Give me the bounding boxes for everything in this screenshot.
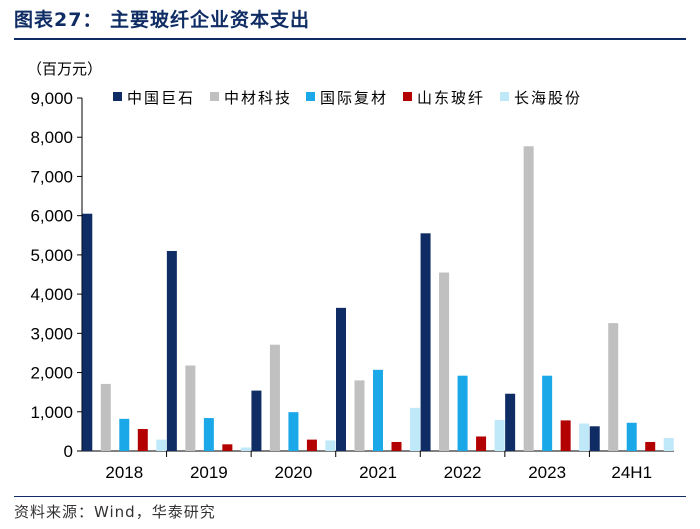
y-tick-label: 0 [64,442,73,461]
bar-中材科技-2023 [523,146,534,451]
bar-中国巨石-2019 [166,250,177,451]
bar-山东玻纤-2019 [222,444,233,451]
bar-中材科技-2021 [354,380,365,451]
bar-中国巨石-2018 [82,213,93,451]
bar-山东玻纤-24H1 [645,441,656,451]
x-tick-label: 2018 [105,463,143,482]
title-divider [14,38,686,40]
bar-中材科技-2018 [100,383,111,451]
bar-山东玻纤-2022 [476,436,487,451]
legend-swatch-中材科技 [210,92,219,101]
bar-中材科技-2020 [269,344,280,451]
legend-swatch-长海股份 [500,92,509,101]
legend-swatch-中国巨石 [113,92,122,101]
bar-山东玻纤-2018 [137,429,148,451]
bar-国际复材-2019 [203,418,214,451]
source-divider [14,496,686,497]
bar-长海股份-2020 [325,440,336,451]
bar-山东玻纤-2021 [391,441,402,451]
legend-label: 国际复材 [320,89,388,107]
bar-中材科技-24H1 [608,323,619,451]
bar-中国巨石-2020 [251,390,262,451]
x-tick-label: 2021 [359,463,397,482]
y-tick-label: 2,000 [30,364,73,383]
bar-国际复材-2018 [119,418,130,451]
bar-中材科技-2022 [439,272,450,451]
bar-山东玻纤-2023 [560,420,571,451]
legend-label: 长海股份 [514,90,582,107]
figure-source: 资料来源：Wind，华泰研究 [14,503,216,521]
bar-中材科技-2019 [185,365,196,451]
bar-山东玻纤-2020 [306,439,317,451]
y-tick-label: 1,000 [30,403,73,422]
bar-中国巨石-24H1 [589,426,600,451]
x-tick-label: 2020 [275,463,313,482]
x-tick-label: 2022 [444,463,482,482]
bar-长海股份-2022 [494,420,505,451]
bar-中国巨石-2022 [420,233,431,451]
bar-长海股份-24H1 [663,438,674,451]
figure-title: 图表27： 主要玻纤企业资本支出 [14,9,311,31]
y-tick-label: 3,000 [30,324,73,343]
legend-label: 中国巨石 [127,90,195,107]
bar-中国巨石-2023 [505,393,516,451]
bar-长海股份-2023 [579,423,590,451]
y-tick-label: 6,000 [30,207,73,226]
legend-swatch-国际复材 [306,92,315,101]
legend-swatch-山东玻纤 [403,92,412,101]
legend-label: 中材科技 [224,90,292,107]
y-tick-label: 4,000 [30,285,73,304]
bar-长海股份-2018 [156,439,167,451]
x-tick-label: 2019 [190,463,228,482]
legend-label: 山东玻纤 [417,90,485,107]
bar-国际复材-2021 [373,369,383,451]
x-tick-label: 2023 [528,463,566,482]
bar-国际复材-2020 [288,412,299,451]
y-tick-label: 7,000 [30,167,73,186]
bar-国际复材-2023 [542,375,553,451]
x-tick-label: 24H1 [611,463,652,482]
y-tick-label: 9,000 [30,89,73,108]
bar-长海股份-2019 [240,447,251,451]
y-tick-label: 5,000 [30,246,73,265]
bar-国际复材-2022 [457,375,468,451]
y-unit-label: （百万元） [27,61,102,78]
bar-长海股份-2021 [410,407,420,451]
bar-中国巨石-2021 [336,307,346,451]
bar-国际复材-24H1 [626,422,637,451]
y-tick-label: 8,000 [30,128,73,147]
